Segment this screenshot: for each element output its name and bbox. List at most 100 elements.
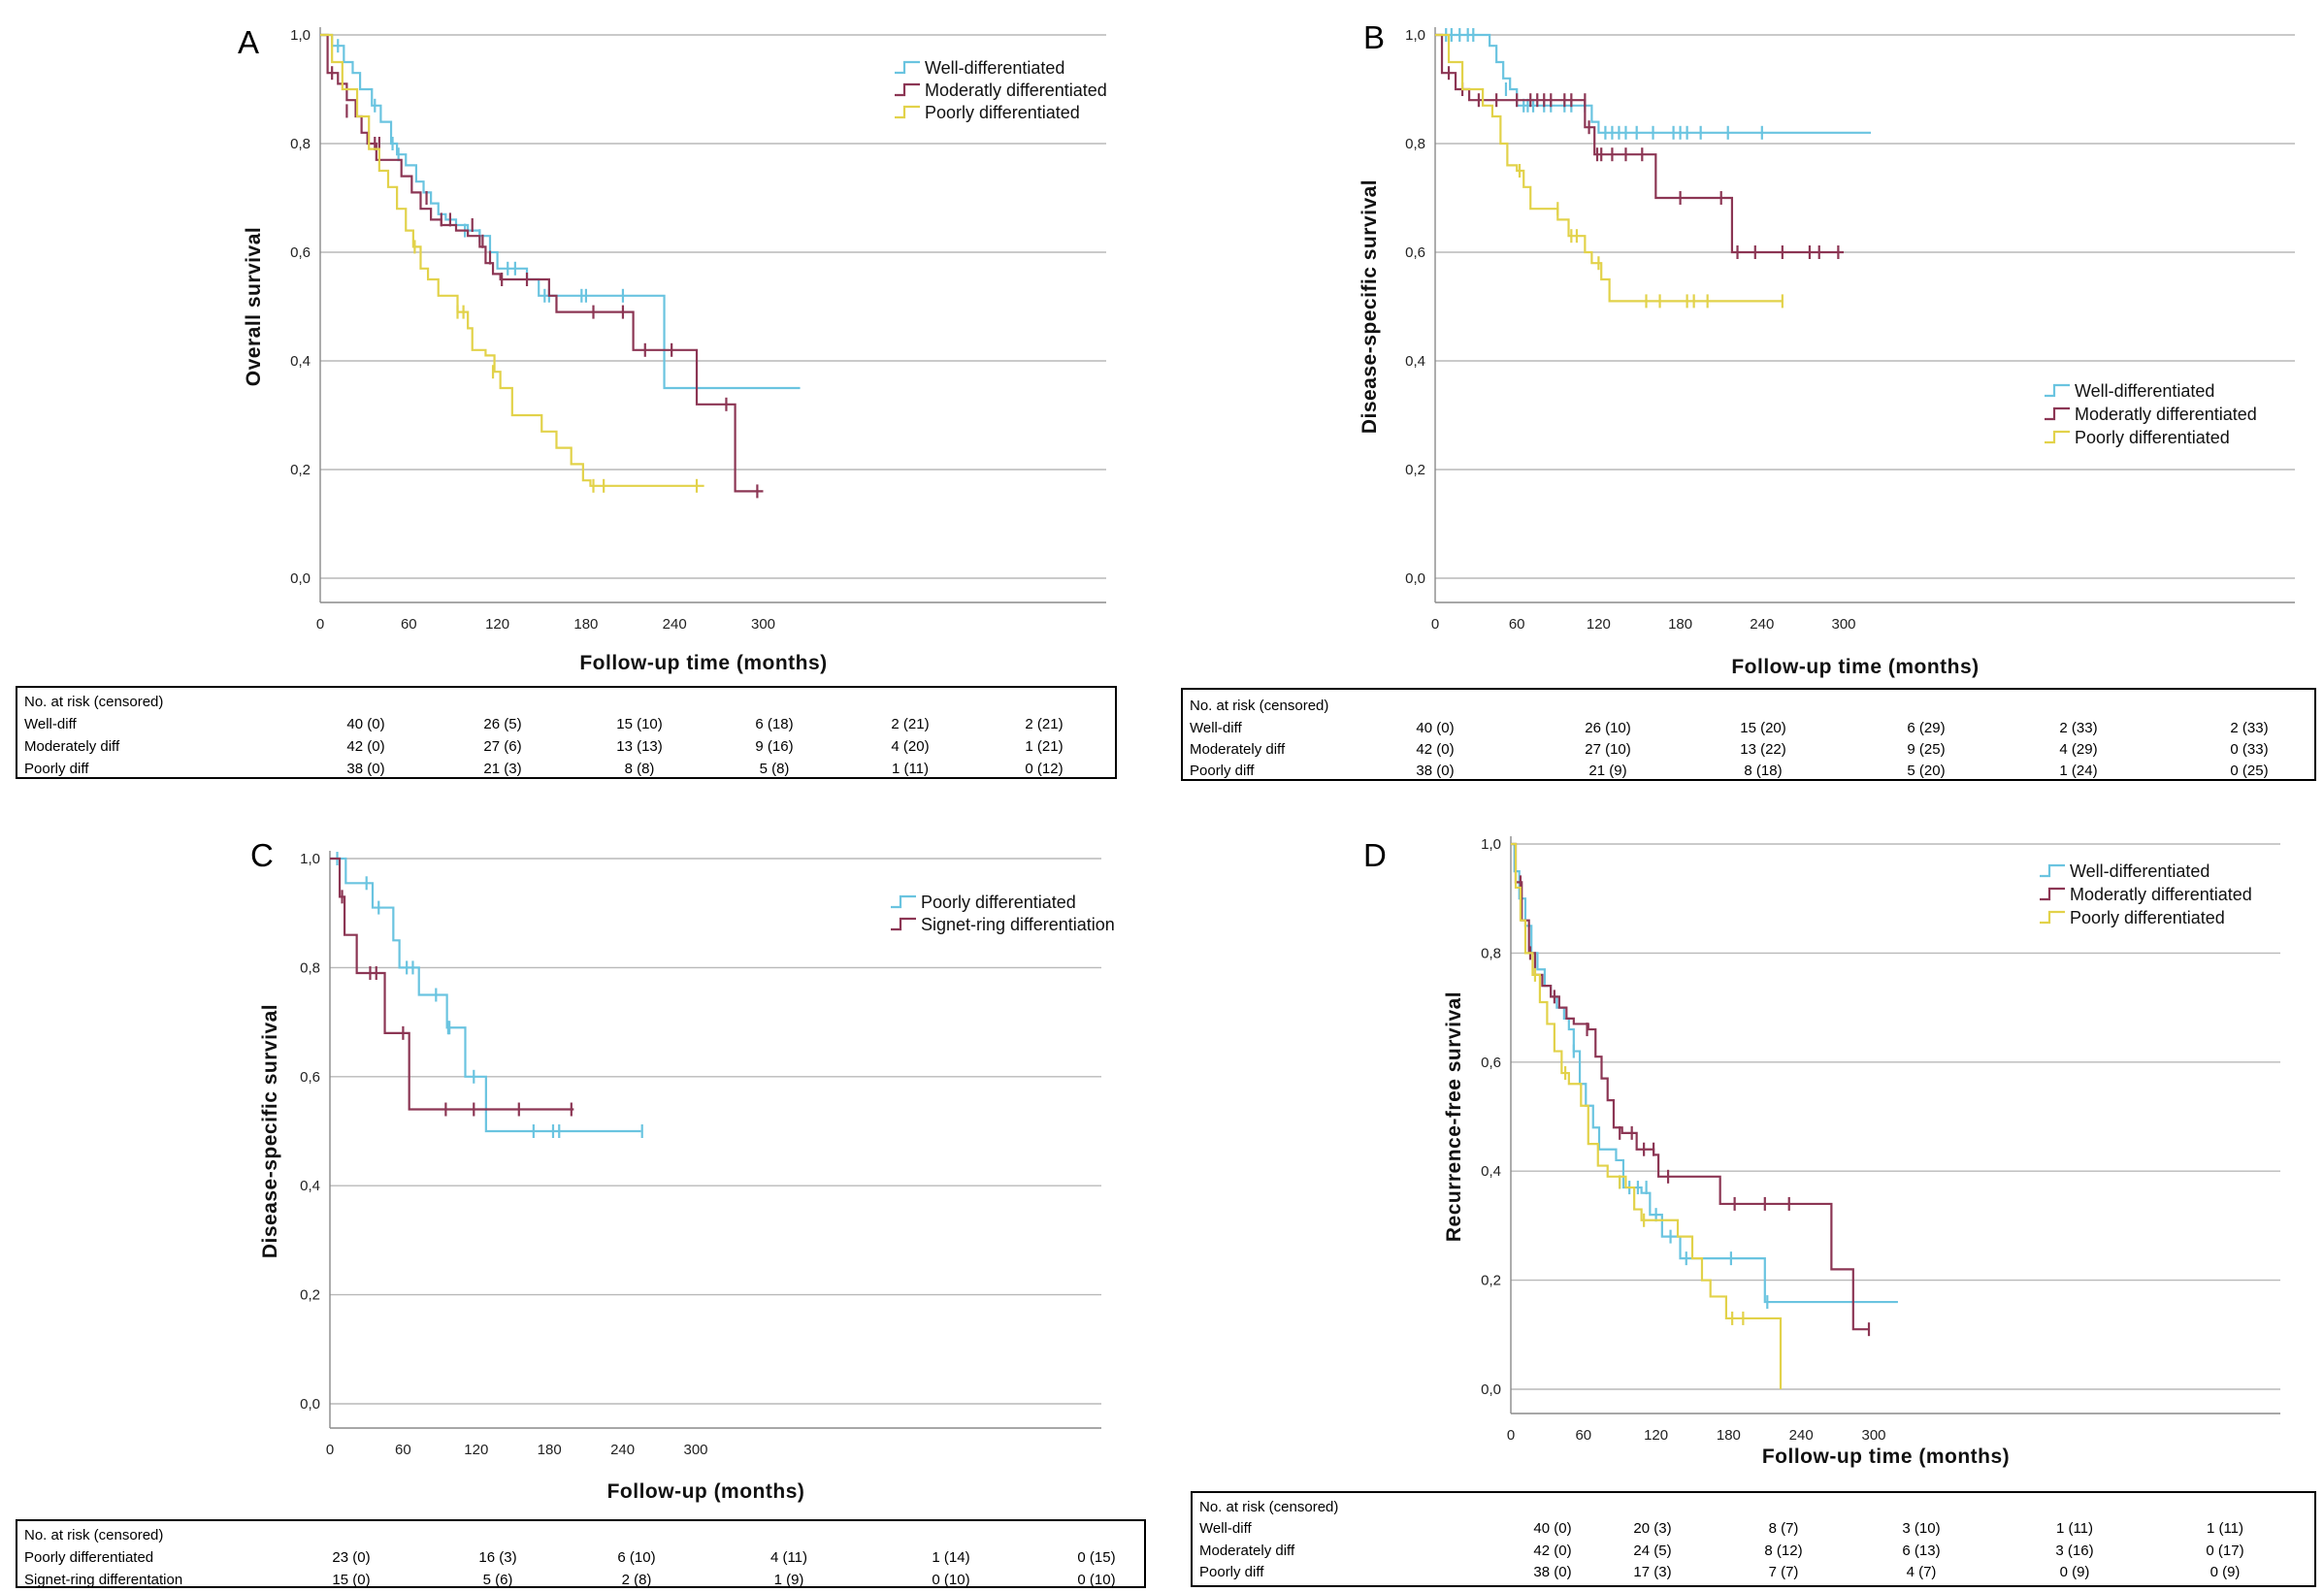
y-tick-label: 0,6	[290, 244, 311, 261]
legend-swatch-maroon	[895, 82, 920, 97]
y-tick-label: 0,6	[1481, 1055, 1501, 1071]
legend-label: Well-differentiated	[2070, 861, 2209, 881]
risk-cell: 3 (16)	[2055, 1543, 2093, 1559]
risk-cell: 0 (10)	[1077, 1572, 1115, 1588]
risk-table-border	[16, 686, 1117, 779]
risk-cell: 27 (10)	[1585, 741, 1631, 758]
x-tick-label: 60	[1509, 616, 1525, 633]
risk-cell: 7 (7)	[1769, 1564, 1799, 1580]
km-curve-maroon	[1511, 842, 1870, 1331]
risk-table-border	[1191, 1491, 2316, 1587]
risk-cell: 1 (21)	[1025, 738, 1063, 755]
y-tick-label: 1,0	[1481, 836, 1501, 853]
risk-cell: 0 (15)	[1077, 1549, 1115, 1566]
x-tick-label: 180	[538, 1442, 562, 1458]
x-axis-title: Follow-up time (months)	[1762, 1446, 2010, 1468]
y-tick-label: 0,8	[290, 136, 311, 152]
risk-cell: 8 (18)	[1744, 763, 1782, 779]
x-tick-label: 0	[1507, 1427, 1515, 1444]
x-tick-label: 300	[1861, 1427, 1885, 1444]
y-tick-label: 0,4	[1481, 1163, 1501, 1180]
risk-cell: 38 (0)	[346, 761, 384, 777]
risk-cell: 42 (0)	[346, 738, 384, 755]
risk-cell: 1 (11)	[2207, 1520, 2243, 1537]
x-axis-title: Follow-up time (months)	[1731, 656, 1979, 678]
risk-table-header: No. at risk (censored)	[1199, 1499, 1338, 1515]
risk-cell: 6 (29)	[1907, 720, 1945, 736]
km-curve-yellow	[1511, 842, 1783, 1389]
risk-cell: 15 (20)	[1740, 720, 1786, 736]
risk-cell: 23 (0)	[332, 1549, 370, 1566]
risk-row-label: Moderately diff	[1190, 741, 1286, 758]
risk-cell: 8 (12)	[1764, 1543, 1802, 1559]
risk-table: No. at risk (censored) Well-diff 40 (0) 26 …	[16, 686, 1117, 779]
risk-cell: 20 (3)	[1633, 1520, 1671, 1537]
risk-cell: 6 (10)	[617, 1549, 655, 1566]
risk-cell: 40 (0)	[1416, 720, 1454, 736]
panel-letter: B	[1363, 19, 1385, 55]
risk-row-label: Moderately diff	[24, 738, 120, 755]
y-axis-title: Recurrence-free survival	[1443, 991, 1465, 1242]
risk-row-label: Well-diff	[1199, 1520, 1252, 1537]
risk-table-border	[16, 1519, 1146, 1588]
risk-cell: 4 (7)	[1907, 1564, 1937, 1580]
legend-label: Moderatly differentiated	[925, 81, 1107, 100]
panel-letter: A	[238, 24, 259, 60]
y-tick-label: 0,6	[300, 1069, 320, 1086]
risk-row-label: Poorly diff	[1190, 763, 1255, 779]
y-axis-title: Disease-specific survival	[259, 1004, 281, 1258]
legend-label: Poorly differentiated	[2070, 908, 2225, 927]
km-curve-blue	[330, 857, 641, 1133]
x-tick-label: 240	[610, 1442, 635, 1458]
x-tick-label: 0	[326, 1442, 334, 1458]
y-tick-label: 0,2	[1481, 1273, 1501, 1289]
x-tick-label: 180	[1668, 616, 1692, 633]
x-tick-label: 0	[1431, 616, 1439, 633]
y-tick-label: 0,0	[300, 1396, 320, 1413]
x-axis-title: Follow-up time (months)	[579, 652, 827, 674]
legend-label: Poorly differentiated	[925, 103, 1080, 122]
risk-row-label: Moderately diff	[1199, 1543, 1295, 1559]
x-tick-label: 300	[751, 616, 775, 633]
risk-cell: 26 (5)	[483, 716, 521, 732]
y-tick-label: 0,2	[1405, 462, 1425, 478]
legend-swatch-yellow	[2045, 430, 2070, 444]
risk-cell: 4 (11)	[770, 1549, 807, 1566]
risk-cell: 2 (8)	[622, 1572, 652, 1588]
x-tick-label: 120	[485, 616, 509, 633]
y-tick-label: 0,8	[1405, 136, 1425, 152]
risk-cell: 3 (10)	[1902, 1520, 1940, 1537]
legend-label: Poorly differentiated	[921, 893, 1076, 912]
risk-row-label: Well-diff	[24, 716, 77, 732]
y-tick-label: 0,6	[1405, 244, 1425, 261]
risk-cell: 6 (13)	[1902, 1543, 1940, 1559]
legend-swatch-blue	[2040, 863, 2065, 878]
y-tick-label: 0,0	[290, 570, 311, 587]
risk-table-header: No. at risk (censored)	[24, 694, 163, 710]
risk-cell: 0 (33)	[2230, 741, 2268, 758]
x-tick-label: 240	[1789, 1427, 1814, 1444]
y-tick-label: 0,2	[300, 1287, 320, 1304]
risk-cell: 8 (7)	[1769, 1520, 1799, 1537]
risk-table-header: No. at risk (censored)	[24, 1527, 163, 1543]
chart-panel-d: D 0,0 0,2 0,4 0,6 0,8 1,0 0 60 120 180 240 300 Follow…	[1191, 836, 2316, 1587]
risk-cell: 0 (25)	[2230, 763, 2268, 779]
risk-cell: 27 (6)	[483, 738, 521, 755]
y-axis-title: Disease-specific survival	[1358, 179, 1381, 434]
panel-letter: D	[1363, 837, 1387, 873]
x-tick-label: 60	[395, 1442, 411, 1458]
risk-table-border	[1181, 688, 2316, 781]
legend-label: Well-differentiated	[925, 58, 1064, 78]
x-tick-label: 240	[1750, 616, 1774, 633]
risk-row-label: Signet-ring differentation	[24, 1572, 182, 1588]
km-curve-yellow	[320, 33, 704, 487]
legend-label: Poorly differentiated	[2075, 428, 2230, 447]
risk-cell: 0 (10)	[932, 1572, 969, 1588]
risk-cell: 2 (21)	[1025, 716, 1063, 732]
risk-cell: 6 (18)	[755, 716, 793, 732]
y-tick-label: 1,0	[1405, 27, 1425, 44]
y-tick-label: 0,8	[300, 959, 320, 976]
risk-cell: 2 (33)	[2059, 720, 2097, 736]
risk-cell: 13 (22)	[1740, 741, 1786, 758]
y-tick-label: 0,0	[1405, 570, 1425, 587]
